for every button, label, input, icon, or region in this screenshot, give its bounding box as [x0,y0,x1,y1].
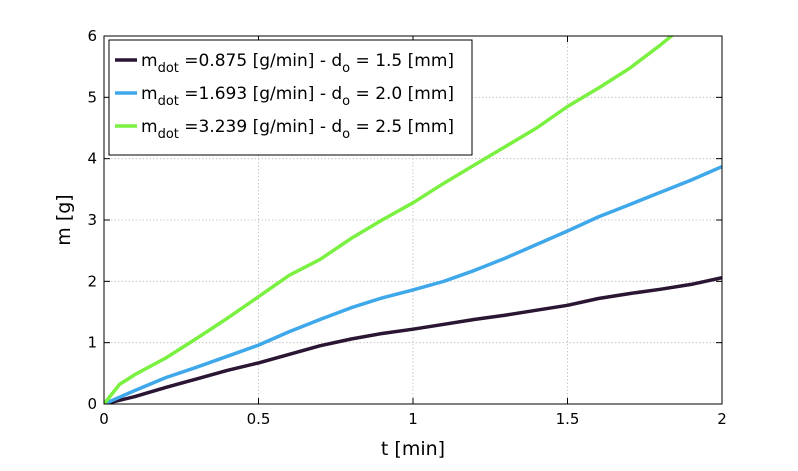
legend: mdot =0.875 [g/min] - do = 1.5 [mm] mdot … [108,39,473,156]
y-tick-label: 0 [87,395,97,413]
y-tick-label: 4 [87,150,97,168]
x-tick-label: 0 [99,410,109,428]
x-tick-label: 1.5 [556,410,580,428]
series-lines [104,36,722,404]
series-line-1 [104,275,722,404]
y-tick-label: 5 [87,88,97,106]
tick-labels: 0 0.5 1 1.5 2 0 1 2 3 4 5 6 [87,27,726,428]
legend-label-3: mdot =3.239 [g/min] - do = 2.5 [mm] [141,117,454,142]
y-tick-label: 3 [87,211,97,229]
y-tick-label: 6 [87,27,97,45]
x-tick-label: 2 [717,410,727,428]
y-axis-label: m [g] [53,194,75,245]
x-tick-label: 1 [408,410,418,428]
y-tick-label: 2 [87,272,97,290]
x-axis-label: t [min] [381,438,445,460]
legend-label-1: mdot =0.875 [g/min] - do = 1.5 [mm] [141,51,454,76]
legend-label-2: mdot =1.693 [g/min] - do = 2.0 [mm] [141,84,454,109]
y-tick-label: 1 [87,334,97,352]
series-line-3 [104,36,675,404]
axis-ticks [103,35,723,405]
series-line-2 [104,164,722,404]
legend-box [108,39,473,156]
x-tick-label: 0.5 [247,410,271,428]
